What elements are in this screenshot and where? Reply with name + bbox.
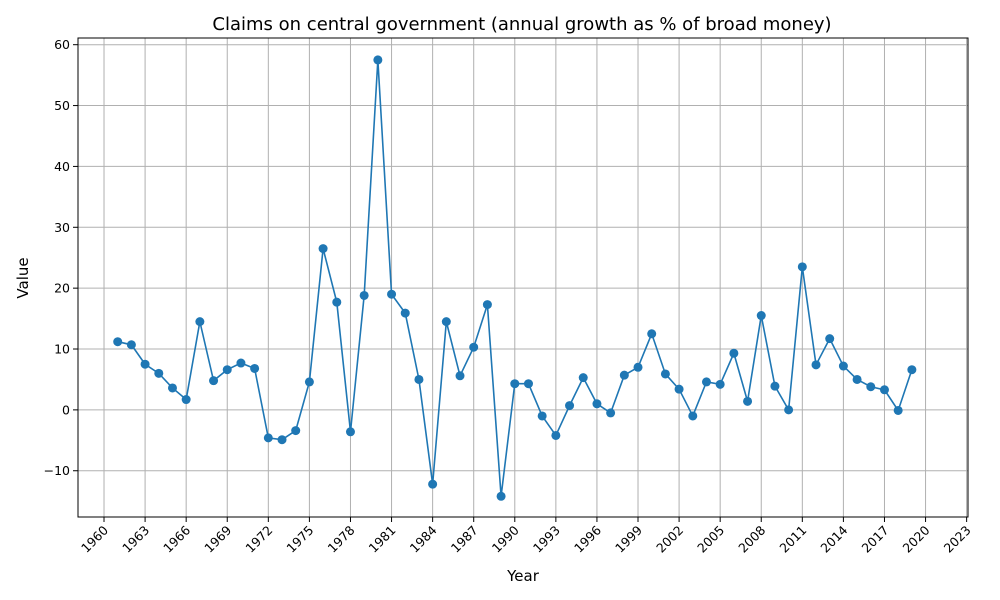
data-point — [387, 289, 397, 299]
x-tick-label: 1981 — [366, 523, 399, 556]
data-point — [236, 358, 246, 368]
data-point — [482, 300, 492, 310]
x-tick-label: 2020 — [900, 522, 933, 555]
y-axis-label: Value — [14, 257, 32, 298]
data-point — [414, 374, 424, 384]
data-point — [825, 334, 835, 344]
data-point — [209, 376, 219, 386]
data-point — [633, 362, 643, 372]
x-tick-label: 1969 — [201, 522, 234, 555]
data-point — [222, 365, 232, 375]
x-tick-label: 2017 — [858, 523, 891, 556]
data-point — [866, 382, 876, 392]
y-tick-label: 30 — [54, 220, 70, 235]
data-point — [167, 383, 177, 393]
x-tick-label: 1972 — [242, 523, 275, 556]
data-point — [770, 381, 780, 391]
data-point — [181, 395, 191, 405]
data-point — [688, 411, 698, 421]
data-point — [674, 384, 684, 394]
data-point — [318, 244, 328, 254]
data-point — [756, 311, 766, 321]
data-point — [565, 401, 575, 411]
y-tick-label: 40 — [54, 159, 70, 174]
data-point — [523, 379, 533, 389]
x-tick-label: 2011 — [776, 523, 809, 556]
y-tick-label: 60 — [54, 37, 70, 52]
data-point — [592, 399, 602, 409]
x-tick-label: 2005 — [694, 523, 727, 556]
x-axis-label: Year — [506, 567, 540, 585]
data-point — [784, 405, 794, 415]
data-point — [250, 363, 260, 373]
data-point — [907, 365, 917, 375]
x-tick-label: 1987 — [448, 523, 481, 556]
data-point — [140, 359, 150, 369]
data-point — [797, 262, 807, 272]
x-axis: 1960 1963 1966 1969 1972 1975 1978 1981 1984 1987… — [78, 517, 974, 556]
y-tick-label: −10 — [44, 463, 70, 478]
data-point — [578, 373, 588, 383]
data-point — [551, 430, 561, 440]
data-point — [345, 427, 355, 437]
x-tick-label: 1966 — [160, 522, 193, 555]
data-point — [400, 308, 410, 318]
data-point — [811, 360, 821, 370]
plot-frame — [77, 37, 969, 518]
data-point — [619, 370, 629, 380]
x-tick-label: 1963 — [119, 523, 152, 556]
x-tick-label: 1975 — [283, 523, 316, 556]
data-point — [647, 329, 657, 339]
data-point — [537, 411, 547, 421]
data-point — [469, 342, 479, 352]
data-point — [428, 479, 438, 489]
data-point — [715, 379, 725, 389]
x-tick-label: 2023 — [941, 523, 974, 556]
data-point — [277, 435, 287, 445]
x-tick-label: 2002 — [653, 523, 686, 556]
data-point — [496, 491, 506, 501]
y-tick-label: 10 — [54, 342, 70, 357]
x-tick-label: 1960 — [78, 522, 111, 555]
y-tick-label: 50 — [54, 98, 70, 113]
data-point — [154, 368, 164, 378]
x-tick-label: 1999 — [612, 522, 645, 555]
data-series — [113, 55, 917, 501]
x-tick-label: 2014 — [817, 522, 850, 555]
data-point — [195, 317, 205, 327]
data-point — [455, 371, 465, 381]
y-tick-label: 20 — [54, 281, 70, 296]
data-point — [113, 337, 123, 347]
data-point — [838, 361, 848, 371]
grid-lines — [78, 38, 968, 517]
y-tick-label: 0 — [62, 402, 70, 417]
data-point — [606, 408, 616, 418]
data-point — [743, 396, 753, 406]
x-tick-label: 1984 — [407, 522, 440, 555]
x-tick-label: 1978 — [324, 522, 357, 555]
data-point — [441, 317, 451, 327]
data-point — [729, 348, 739, 358]
data-point — [332, 297, 342, 307]
x-tick-label: 2008 — [735, 522, 768, 555]
y-axis: −10 0 10 20 30 40 50 60 — [44, 37, 78, 478]
data-point — [359, 290, 369, 300]
data-point — [879, 385, 889, 395]
data-point — [373, 55, 383, 65]
data-point — [304, 377, 314, 387]
data-point — [852, 374, 862, 384]
data-point — [263, 433, 273, 443]
x-tick-label: 1996 — [571, 522, 604, 555]
data-point — [660, 369, 670, 379]
chart-title: Claims on central government (annual gro… — [212, 14, 831, 35]
data-point — [291, 426, 301, 436]
x-tick-label: 1990 — [489, 522, 522, 555]
data-point — [701, 377, 711, 387]
data-point — [126, 340, 136, 350]
data-point — [510, 379, 520, 389]
x-tick-label: 1993 — [530, 523, 563, 556]
data-point — [893, 405, 903, 415]
